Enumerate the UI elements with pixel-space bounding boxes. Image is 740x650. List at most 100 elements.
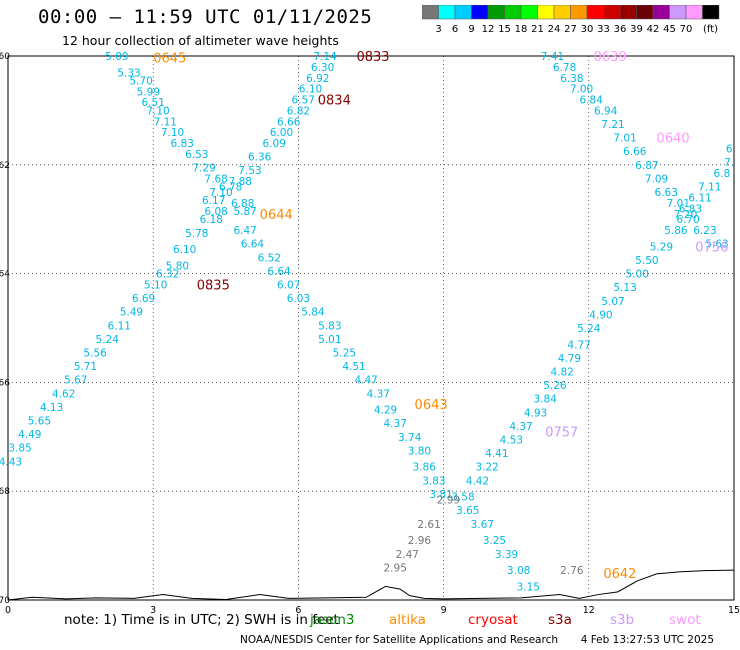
wave-height-value: 7.01: [613, 133, 636, 145]
pass-time-label: 0643: [415, 398, 448, 413]
wave-height-value: 5.63: [705, 239, 728, 251]
wave-height-value: 5.25: [333, 347, 356, 359]
wave-height-value: 7.11: [154, 116, 177, 128]
wave-height-value: 6.18: [200, 214, 223, 226]
wave-height-value: 3.83: [422, 475, 445, 487]
wave-height-value: 6.00: [270, 127, 293, 139]
x-tick-label: 15: [728, 605, 740, 616]
wave-height-value: 7.10: [161, 127, 184, 139]
chart-subtitle: 12 hour collection of altimeter wave hei…: [62, 33, 339, 48]
pass-time-label: 0834: [318, 94, 351, 109]
wave-height-value: 5.67: [64, 375, 87, 387]
wave-height-value: 6.64: [267, 266, 291, 278]
wave-height-value: 6.64: [241, 239, 265, 251]
wave-height-value: 6.07: [277, 279, 300, 291]
wave-height-value: 6.63: [655, 187, 678, 199]
wave-height-value: 5.50: [635, 255, 658, 267]
wave-height-value: 6.03: [287, 293, 310, 305]
pass-time-label: 0645: [153, 52, 186, 67]
colorbar-label: 6: [452, 24, 458, 35]
wave-height-value: 7.01: [667, 198, 690, 210]
wave-height-value: 6.11: [108, 320, 131, 332]
colorbar-label: 18: [515, 24, 528, 35]
wave-height-value: 4.93: [524, 407, 547, 419]
wave-height-value: 2.99: [437, 494, 460, 506]
wave-height-value: 4.43: [0, 456, 22, 468]
wave-height-value: 7.09: [645, 173, 668, 185]
chart-title: 00:00 – 11:59 UTC 01/11/2025: [38, 6, 373, 28]
satellite-swot: swot: [669, 612, 701, 628]
wave-height-value: 5.01: [318, 334, 341, 346]
pass-time-label: 0642: [603, 567, 636, 582]
wave-height-value: 6.69: [132, 293, 155, 305]
colorbar-label: 33: [597, 24, 610, 35]
wave-height-value: 6.53: [185, 149, 208, 161]
wave-height-value: 3.81: [429, 489, 452, 501]
wave-height-value: 6.66: [277, 116, 301, 128]
wave-height-value: 3.22: [475, 462, 498, 474]
wave-height-value: 5.87: [233, 206, 256, 218]
wave-height-value: 3.08: [507, 565, 530, 577]
satellite-s3a: s3a: [548, 612, 572, 628]
pass-time-label: 0756: [695, 240, 728, 255]
wave-height-value: 3.74: [398, 432, 422, 444]
credit-text: NOAA/NESDIS Center for Satellite Applica…: [240, 634, 558, 646]
wave-height-value: 6.78: [219, 182, 242, 194]
wave-height-value: 5.33: [117, 67, 140, 79]
colorbar-label: 30: [581, 24, 594, 35]
wave-height-value: 4.53: [500, 435, 523, 447]
wave-height-value: 5.24: [577, 323, 601, 335]
wave-height-value: 6: [726, 143, 733, 155]
wave-height-value: 4.49: [18, 429, 41, 441]
wave-height-value: 3.67: [471, 519, 494, 531]
wave-height-value: 5.78: [185, 228, 208, 240]
wave-height-value: 5.99: [137, 86, 160, 98]
y-tick-label: -60: [0, 52, 10, 62]
colorbar-label: 21: [531, 24, 544, 35]
wave-height-value: 5.09: [105, 51, 128, 63]
wave-height-value: 4.77: [567, 339, 590, 351]
plot-frame: [7, 55, 735, 601]
wave-height-value: 6.10: [299, 84, 322, 96]
wave-height-value: 6.83: [679, 203, 702, 215]
wave-height-value: 3.25: [483, 535, 506, 547]
colorbar-label: 42: [647, 24, 660, 35]
wave-height-value: 4.62: [52, 388, 75, 400]
wave-height-value: 7.10: [209, 187, 232, 199]
wave-height-value: 3.65: [456, 505, 479, 517]
wave-height-value: 6.8: [714, 168, 731, 180]
colorbar-label: 36: [614, 24, 627, 35]
colorbar-label: 70: [680, 24, 693, 35]
colorbar-label: 24: [548, 24, 561, 35]
wave-height-value: 5.56: [83, 347, 107, 359]
wave-height-value: 6.83: [171, 138, 194, 150]
y-tick-label: -66: [0, 378, 10, 388]
pass-time-label: 0640: [657, 132, 690, 147]
wave-height-value: 5.49: [120, 307, 143, 319]
wave-height-value: 5.13: [613, 282, 636, 294]
wave-height-value: 4.90: [589, 309, 612, 321]
wave-height-value: 5.10: [144, 279, 167, 291]
wave-height-value: 5.07: [601, 296, 624, 308]
wave-height-value: 3.85: [8, 443, 31, 455]
wave-height-value: 3.39: [495, 549, 518, 561]
wave-height-value: 4.37: [367, 388, 390, 400]
wave-height-value: 4.37: [509, 421, 532, 433]
wave-height-value: 6.32: [156, 269, 179, 281]
wave-height-value: 5.00: [626, 269, 649, 281]
wave-height-value: 6.10: [173, 244, 196, 256]
colorbar-label: 45: [663, 24, 676, 35]
wave-height-value: 7.00: [570, 84, 593, 96]
wave-height-value: 6.11: [688, 192, 711, 204]
wave-height-value: 4.79: [558, 353, 581, 365]
colorbar-label: 15: [498, 24, 511, 35]
wave-height-value: 2.47: [396, 549, 419, 561]
wave-height-value: 5.65: [28, 415, 51, 427]
pass-time-label: 0833: [356, 50, 389, 65]
colorbar-label: 12: [482, 24, 495, 35]
pass-time-label: 0639: [594, 50, 627, 65]
x-tick-label: 9: [441, 605, 447, 616]
credit-line: NOAA/NESDIS Center for Satellite Applica…: [240, 634, 714, 646]
wave-height-value: 5.80: [166, 260, 189, 272]
wave-height-value: 4.13: [40, 402, 63, 414]
